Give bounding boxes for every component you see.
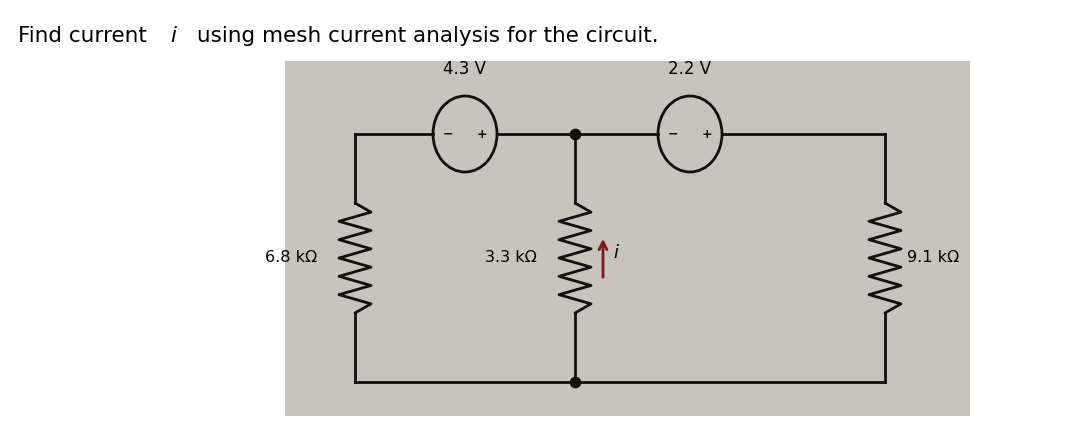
Point (567, 379, 584, 385)
Text: 3.3 kΩ: 3.3 kΩ (485, 251, 537, 265)
Text: Find current: Find current (18, 26, 154, 46)
Text: i: i (170, 26, 176, 46)
FancyBboxPatch shape (285, 61, 970, 416)
Text: +: + (477, 128, 487, 140)
Text: −: − (443, 128, 454, 140)
Text: −: − (668, 128, 679, 140)
Text: +: + (702, 128, 712, 140)
Text: 9.1 kΩ: 9.1 kΩ (907, 251, 960, 265)
Text: 6.8 kΩ: 6.8 kΩ (265, 251, 317, 265)
Text: 4.3 V: 4.3 V (443, 60, 486, 78)
Text: 2.2 V: 2.2 V (668, 60, 711, 78)
Text: using mesh current analysis for the circuit.: using mesh current analysis for the circ… (190, 26, 659, 46)
Point (567, 131, 584, 137)
Text: i: i (613, 244, 618, 262)
